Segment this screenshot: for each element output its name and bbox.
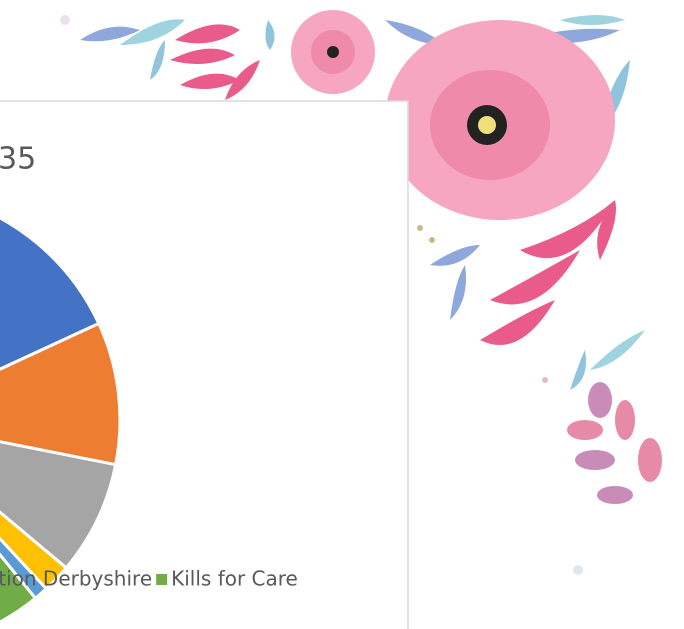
leaf [597, 486, 633, 504]
leaf [638, 438, 662, 482]
legend-swatch [156, 574, 168, 585]
legend: ation Derbyshire Kills for Care [0, 567, 298, 591]
pie [0, 216, 122, 624]
leaf [225, 60, 260, 100]
dot [542, 377, 548, 383]
leaf [560, 15, 625, 25]
pie-slice [0, 552, 38, 624]
dot [573, 565, 583, 575]
pie-slice [0, 321, 122, 467]
leaf [597, 200, 616, 260]
leaf [170, 48, 235, 64]
leaf [430, 245, 480, 266]
leaf [120, 19, 185, 45]
pie-slice [0, 216, 101, 371]
flower-pistil [327, 46, 339, 58]
legend-label: Kills for Care [171, 567, 298, 591]
flower-pistil [478, 116, 496, 134]
leaf [490, 250, 580, 305]
dot [429, 237, 435, 243]
leaf [575, 450, 615, 470]
legend-label: ation Derbyshire [0, 567, 152, 591]
leaf [588, 382, 612, 418]
leaf [480, 300, 555, 345]
floral-decoration [60, 10, 662, 575]
leaf [567, 420, 603, 440]
leaf [150, 40, 165, 80]
leaf [615, 400, 635, 440]
leaf [570, 350, 586, 390]
dot [60, 15, 70, 25]
chart-title: 35 [0, 142, 36, 177]
leaf [450, 265, 466, 320]
dot [417, 225, 423, 231]
leaf [265, 20, 275, 50]
leaf [385, 20, 445, 45]
leaf [180, 73, 240, 89]
leaf [520, 200, 615, 259]
leaf [80, 26, 140, 42]
leaf [590, 330, 645, 370]
leaf [175, 24, 240, 44]
